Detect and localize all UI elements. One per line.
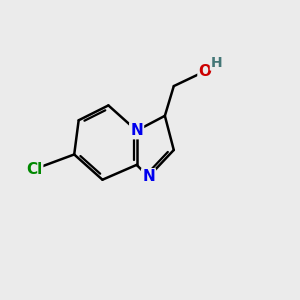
Text: N: N — [130, 123, 143, 138]
Text: H: H — [211, 56, 222, 70]
Text: N: N — [142, 169, 155, 184]
Text: O: O — [199, 64, 212, 79]
Text: Cl: Cl — [26, 162, 42, 177]
